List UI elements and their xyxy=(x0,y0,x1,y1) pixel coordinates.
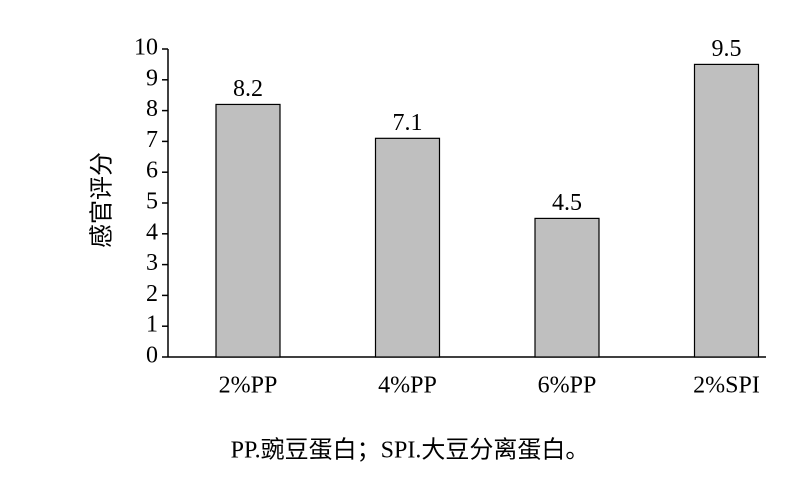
x-tick-label: 2%PP xyxy=(219,373,278,399)
chart-note: PP.豌豆蛋白；SPI.大豆分离蛋白。 xyxy=(231,437,590,464)
y-tick-label: 9 xyxy=(146,65,158,91)
y-tick-label: 7 xyxy=(146,127,158,153)
bar xyxy=(374,137,441,358)
bar xyxy=(693,63,760,358)
y-tick-label: 3 xyxy=(146,250,158,276)
x-tick-label: 6%PP xyxy=(538,373,597,399)
data-label: 8.2 xyxy=(233,76,263,102)
x-tick-label: 2%SPI xyxy=(693,373,760,399)
y-tick-label: 5 xyxy=(146,189,158,215)
y-axis-label: 感官评分 xyxy=(89,152,116,248)
data-label: 4.5 xyxy=(552,190,582,216)
y-tick-label: 2 xyxy=(146,281,158,307)
data-label: 7.1 xyxy=(393,110,423,136)
y-tick-label: 1 xyxy=(146,312,158,338)
bar xyxy=(534,217,600,358)
y-tick-label: 10 xyxy=(134,35,158,61)
y-tick-label: 0 xyxy=(146,343,158,369)
y-tick-label: 6 xyxy=(146,158,158,184)
data-label: 9.5 xyxy=(712,36,742,62)
y-tick-label: 4 xyxy=(146,219,158,245)
bar xyxy=(215,103,281,358)
x-tick-label: 4%PP xyxy=(378,373,437,399)
y-tick-label: 8 xyxy=(146,96,158,122)
